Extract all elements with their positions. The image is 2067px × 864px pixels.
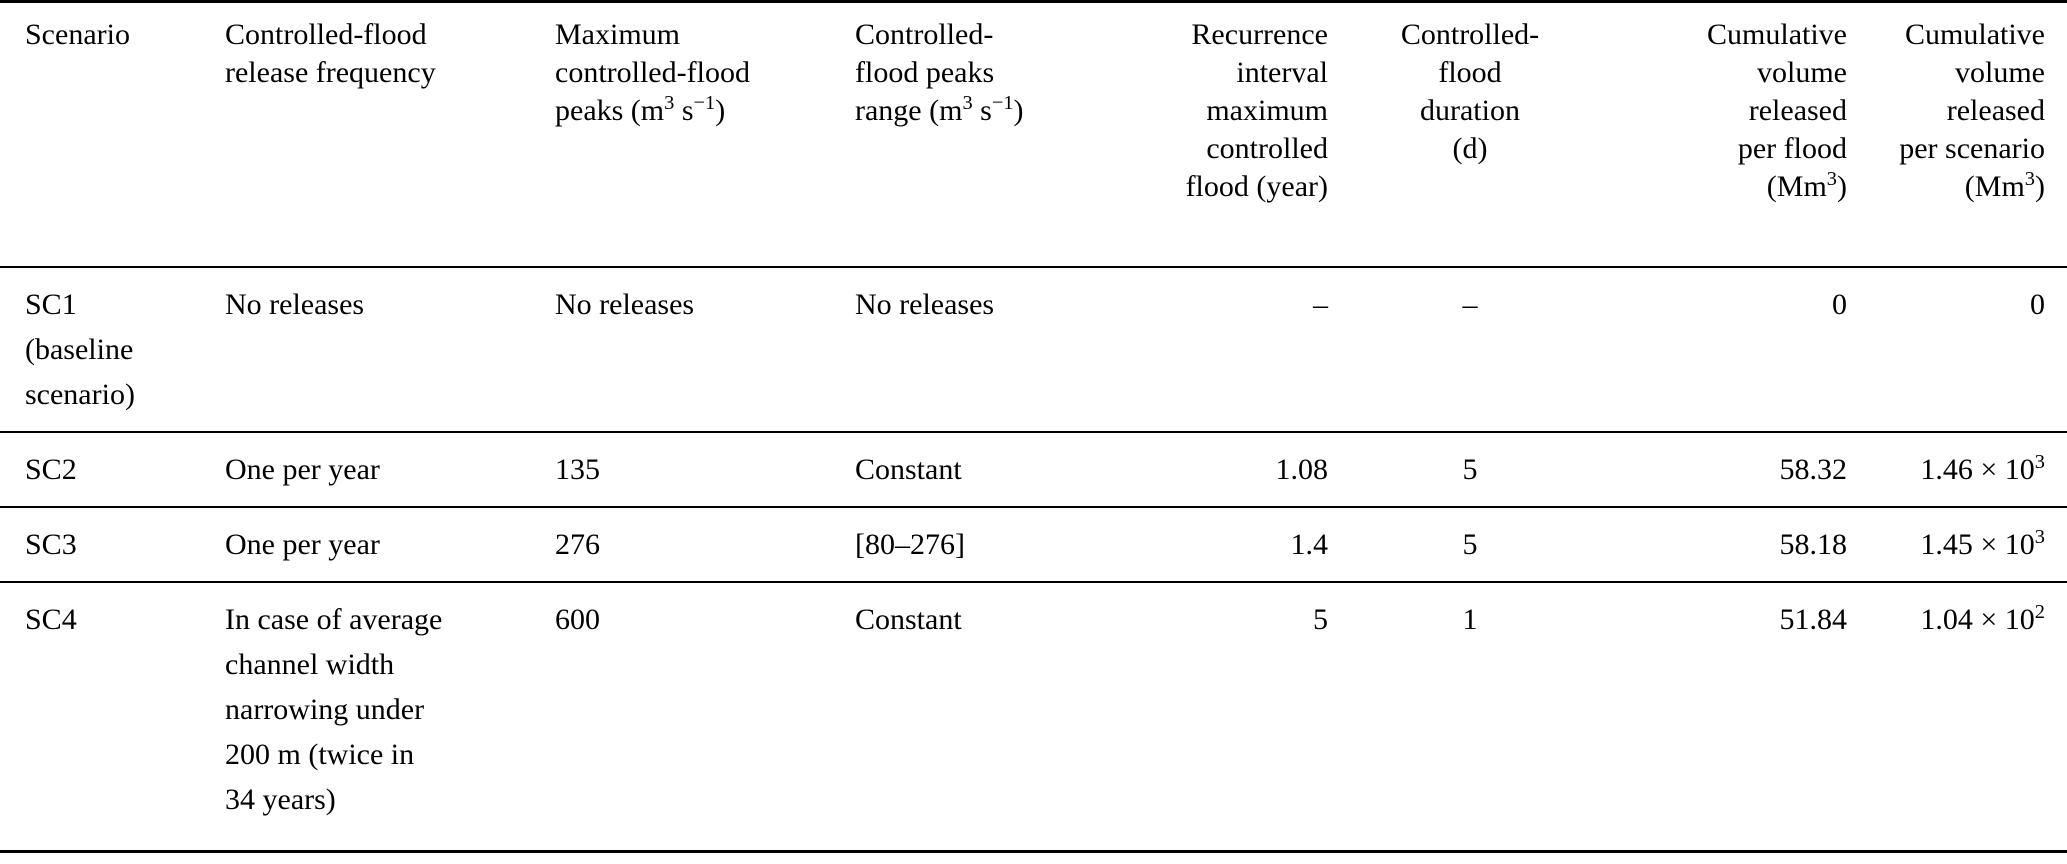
table-cell: Constant	[830, 430, 1070, 507]
table-cell: No releases	[200, 265, 530, 432]
table-cell: 51.84	[1610, 580, 1855, 852]
table-row-sc4: SC4 In case of average channel width nar…	[0, 580, 2067, 852]
column-header-release-frequency: Controlled-flood release frequency	[225, 18, 436, 89]
table-row-sc2: SC2 One per year 135 Constant 1.08 5 58.…	[0, 430, 2067, 507]
table-cell: 1.04 × 102	[1855, 580, 2067, 852]
table-cell: –	[1330, 265, 1610, 432]
table-cell: 135	[530, 430, 830, 507]
table-cell: [80–276]	[830, 505, 1070, 582]
table-cell: 58.18	[1610, 505, 1855, 582]
column-header-duration: Controlled- flood duration (d)	[1400, 18, 1540, 165]
table-cell: 5	[1330, 430, 1610, 507]
table-cell: 1.08	[1070, 430, 1330, 507]
header-row: Scenario Controlled-flood release freque…	[0, 2, 2067, 267]
table-row-sc1: SC1 (baseline scenario) No releases No r…	[0, 265, 2067, 432]
table-cell: SC1 (baseline scenario)	[0, 265, 200, 432]
column-header-max-peaks: Maximum controlled-flood peaks (m3 s−1)	[555, 18, 750, 127]
table-cell: 600	[530, 580, 830, 852]
table-cell: One per year	[200, 430, 530, 507]
table-cell: No releases	[830, 265, 1070, 432]
table-cell: 0	[1855, 265, 2067, 432]
column-header-peaks-range: Controlled- flood peaks range (m3 s−1)	[855, 18, 1024, 127]
column-header-recurrence-interval: Recurrence interval maximum controlled f…	[1185, 18, 1328, 203]
table-cell: 1.45 × 103	[1855, 505, 2067, 582]
column-header-scenario: Scenario	[25, 18, 130, 51]
table-cell: 1.46 × 103	[1855, 430, 2067, 507]
table-cell: Constant	[830, 580, 1070, 852]
column-header-volume-per-scenario: Cumulative volume released per scenario …	[1899, 18, 2045, 203]
table-cell: SC2	[0, 430, 200, 507]
table-cell: 58.32	[1610, 430, 1855, 507]
table-cell: –	[1070, 265, 1330, 432]
table-cell: 5	[1070, 580, 1330, 852]
table-cell: No releases	[530, 265, 830, 432]
table-cell: 5	[1330, 505, 1610, 582]
column-header-volume-per-flood: Cumulative volume released per flood (Mm…	[1707, 18, 1847, 203]
table-cell: In case of average channel width narrowi…	[200, 580, 530, 852]
table-cell: 276	[530, 505, 830, 582]
table-row-sc3: SC3 One per year 276 [80–276] 1.4 5 58.1…	[0, 505, 2067, 582]
table-cell: 1.4	[1070, 505, 1330, 582]
table-cell: 0	[1610, 265, 1855, 432]
table-cell: SC3	[0, 505, 200, 582]
table-cell: SC4	[0, 580, 200, 852]
table-cell: 1	[1330, 580, 1610, 852]
table-cell: One per year	[200, 505, 530, 582]
